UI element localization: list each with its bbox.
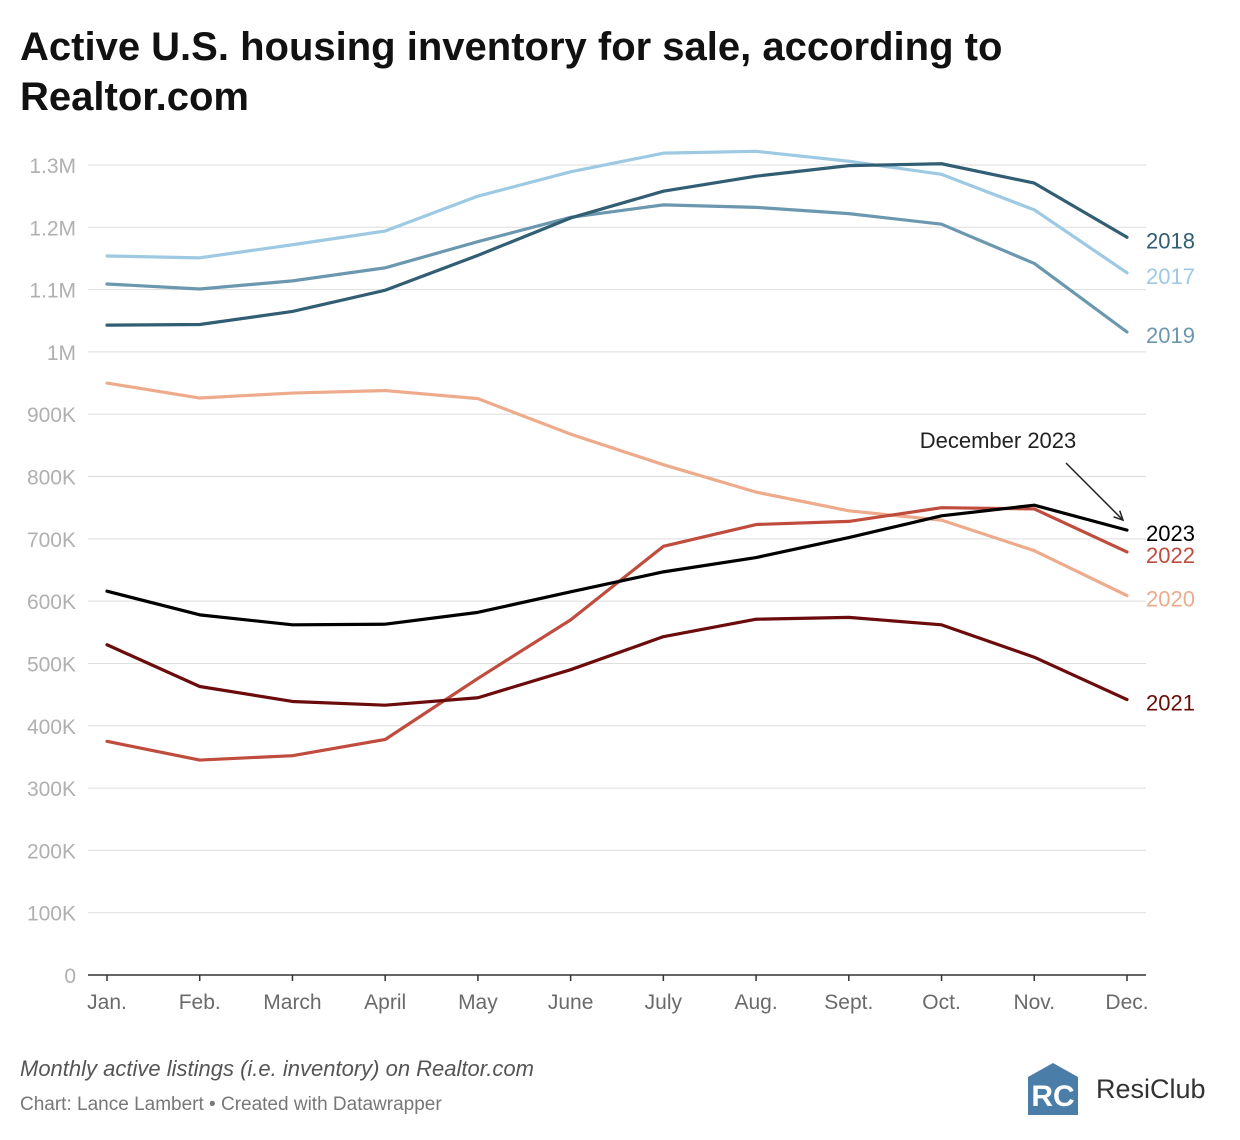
y-tick-label: 1.1M	[29, 280, 76, 303]
series-line-2021	[105, 615, 1129, 707]
chart-notes: Monthly active listings (i.e. inventory)…	[20, 1056, 534, 1081]
annotation-arrow-head	[1113, 510, 1125, 522]
x-tick-label: April	[364, 991, 406, 1014]
x-tick-label: Sept.	[824, 991, 873, 1014]
series-labels: 2017 2019 2018 2020 2022 2021 2023	[1146, 228, 1195, 715]
x-tick-label: Oct.	[922, 991, 961, 1014]
x-tick-label: Nov.	[1013, 991, 1055, 1014]
series-line-2022	[105, 506, 1129, 762]
logo-name: ResiClub	[1096, 1073, 1206, 1104]
y-tick-label: 700K	[27, 529, 76, 552]
series-label-2018: 2018	[1146, 228, 1195, 253]
annotation-arrow-line	[1065, 462, 1124, 521]
series-line-2017	[105, 149, 1129, 275]
series-label-2021: 2021	[1146, 691, 1195, 716]
y-tick-label: 200K	[27, 840, 76, 863]
y-tick-label: 900K	[27, 404, 76, 427]
logo-mark: RC	[1031, 1080, 1074, 1113]
rc-logo-icon: RC	[1028, 1063, 1078, 1115]
x-tick-label: Aug.	[734, 991, 777, 1014]
gridlines	[88, 164, 1146, 976]
y-tick-label: 300K	[27, 778, 76, 801]
y-tick-label: 0	[64, 965, 76, 988]
series-line-2018	[105, 162, 1129, 327]
y-tick-label: 1.3M	[29, 155, 76, 178]
x-tick-label: March	[263, 991, 321, 1014]
y-tick-label: 600K	[27, 591, 76, 614]
series-label-2022: 2022	[1146, 543, 1195, 568]
x-tick-label: Jan.	[87, 991, 127, 1014]
series-lines	[105, 149, 1129, 762]
series-line-2020	[105, 381, 1129, 598]
y-tick-label: 800K	[27, 467, 76, 490]
series-line-2023	[105, 503, 1129, 627]
series-label-2017: 2017	[1146, 264, 1195, 289]
chart-title: Active U.S. housing inventory for sale, …	[20, 25, 1003, 119]
x-tick-label: July	[645, 991, 683, 1014]
x-tick-label: June	[548, 991, 594, 1014]
y-axis-labels: 0 100K 200K 300K 400K 500K 600K 700K 800K 900K 1M 1…	[27, 155, 76, 988]
y-tick-label: 1M	[47, 342, 76, 365]
x-tick-label: Feb.	[179, 991, 221, 1014]
x-tick-label: Dec.	[1105, 991, 1148, 1014]
x-tick-label: May	[458, 991, 498, 1014]
series-label-2019: 2019	[1146, 323, 1195, 348]
series-line-2019	[105, 203, 1129, 334]
y-tick-label: 500K	[27, 653, 76, 676]
annotation: December 2023	[920, 428, 1125, 522]
annotation-label: December 2023	[920, 428, 1077, 453]
y-tick-label: 400K	[27, 716, 76, 739]
series-label-2023: 2023	[1146, 521, 1195, 546]
y-tick-label: 100K	[27, 903, 76, 926]
series-label-2020: 2020	[1146, 587, 1195, 612]
resiclub-logo: RC ResiClub	[1024, 1060, 1206, 1118]
x-axis-labels: Jan. Feb. March April May June July Aug. Sept. Oc…	[87, 975, 1149, 1014]
chart-credit: Chart: Lance Lambert • Created with Data…	[20, 1094, 442, 1115]
y-tick-label: 1.2M	[29, 217, 76, 240]
